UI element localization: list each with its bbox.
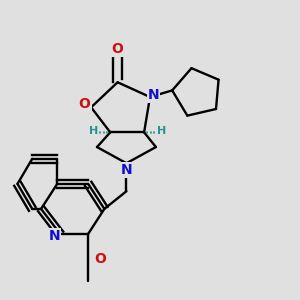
Text: H: H <box>157 126 166 136</box>
Text: N: N <box>49 229 60 243</box>
Text: N: N <box>148 88 159 102</box>
Text: N: N <box>121 163 132 177</box>
Text: O: O <box>79 98 91 111</box>
Text: O: O <box>112 42 124 56</box>
Text: H: H <box>88 126 98 136</box>
Text: O: O <box>94 252 106 266</box>
